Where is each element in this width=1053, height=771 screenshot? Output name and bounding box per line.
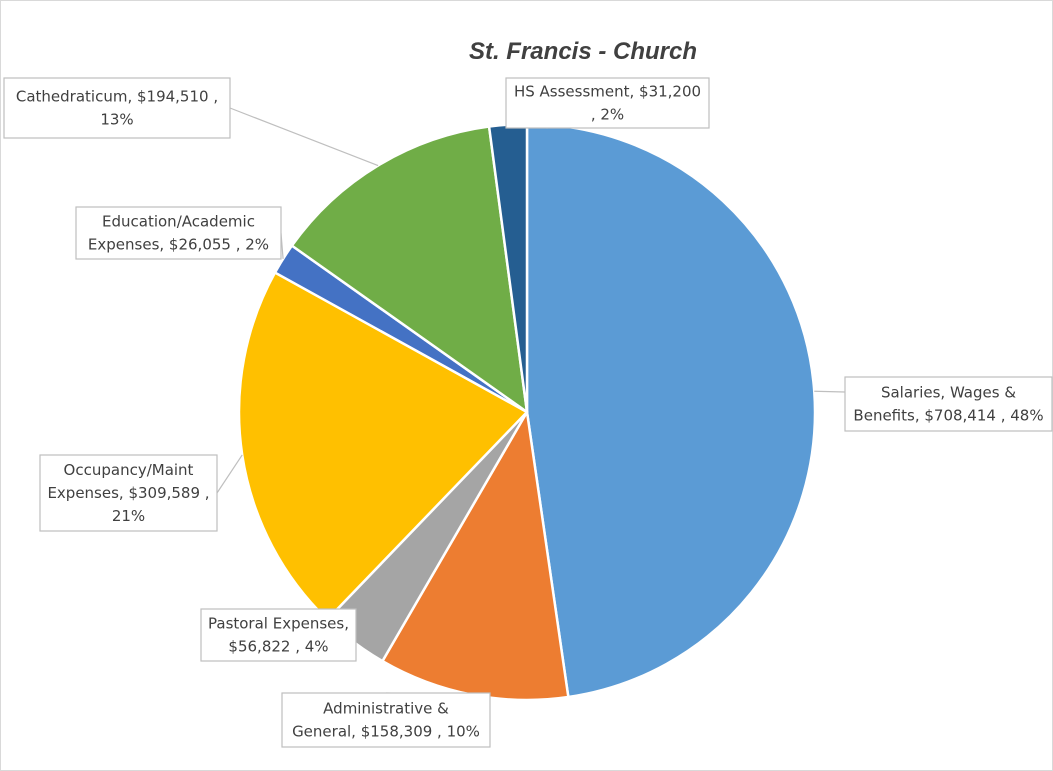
- data-label-salaries-wages-benefits: Salaries, Wages & Benefits, $708,414 , 48…: [844, 376, 1053, 432]
- data-label-text: Administrative &: [323, 700, 449, 718]
- data-label-box: [75, 206, 282, 260]
- leader-line-salaries-wages-benefits: [814, 390, 846, 393]
- data-label-text: 21%: [112, 507, 145, 525]
- data-label-pastoral-expenses: Pastoral Expenses, $56,822 , 4%: [200, 608, 357, 662]
- leader-line-occupancy-maint-expenses: [216, 454, 243, 494]
- leader-line-cathedraticum: [229, 107, 379, 167]
- data-label-text: HS Assessment, $31,200: [514, 83, 701, 101]
- data-label-administrative-general: Administrative & General, $158,309 , 10%: [281, 692, 491, 748]
- data-label-text: Benefits, $708,414 , 48%: [853, 407, 1043, 425]
- data-label-box: [39, 454, 218, 532]
- data-labels: Salaries, Wages & Benefits, $708,414 , 48…: [3, 77, 1053, 748]
- data-label-text: Pastoral Expenses,: [208, 615, 349, 633]
- data-label-text: Salaries, Wages &: [881, 384, 1016, 402]
- data-label-text: Education/Academic: [102, 213, 255, 231]
- pie-slice-cathedraticum: [290, 125, 529, 414]
- data-label-text: Cathedraticum, $194,510 ,: [16, 88, 218, 106]
- data-label-hs-assessment: HS Assessment, $31,200 , 2%: [505, 77, 710, 129]
- data-label-text: Expenses, $26,055 , 2%: [88, 236, 269, 254]
- data-label-cathedraticum: Cathedraticum, $194,510 , 13%: [3, 77, 231, 139]
- data-label-occupancy-maint-expenses: Occupancy/Maint Expenses, $309,589 , 21%: [39, 454, 218, 532]
- data-label-box: [505, 77, 710, 129]
- data-label-text: Occupancy/Maint: [64, 461, 194, 479]
- data-label-text: , 2%: [591, 106, 624, 124]
- chart-title: St. Francis - Church: [469, 38, 697, 65]
- pie-slice-salaries-wages-benefits: [525, 122, 817, 699]
- data-label-box: [281, 692, 491, 748]
- data-label-education-academic-expenses: Education/Academic Expenses, $26,055 , 2%: [75, 206, 282, 260]
- data-label-text: 13%: [100, 111, 133, 129]
- slices-layer: [237, 122, 817, 702]
- pie-slice-occupancy-maint-expenses: [237, 271, 529, 621]
- data-label-text: Expenses, $309,589 ,: [47, 484, 209, 502]
- data-label-box: [3, 77, 231, 139]
- data-label-text: General, $158,309 , 10%: [292, 723, 480, 741]
- data-label-box: [844, 376, 1053, 432]
- data-label-text: $56,822 , 4%: [228, 638, 328, 656]
- data-label-box: [200, 608, 357, 662]
